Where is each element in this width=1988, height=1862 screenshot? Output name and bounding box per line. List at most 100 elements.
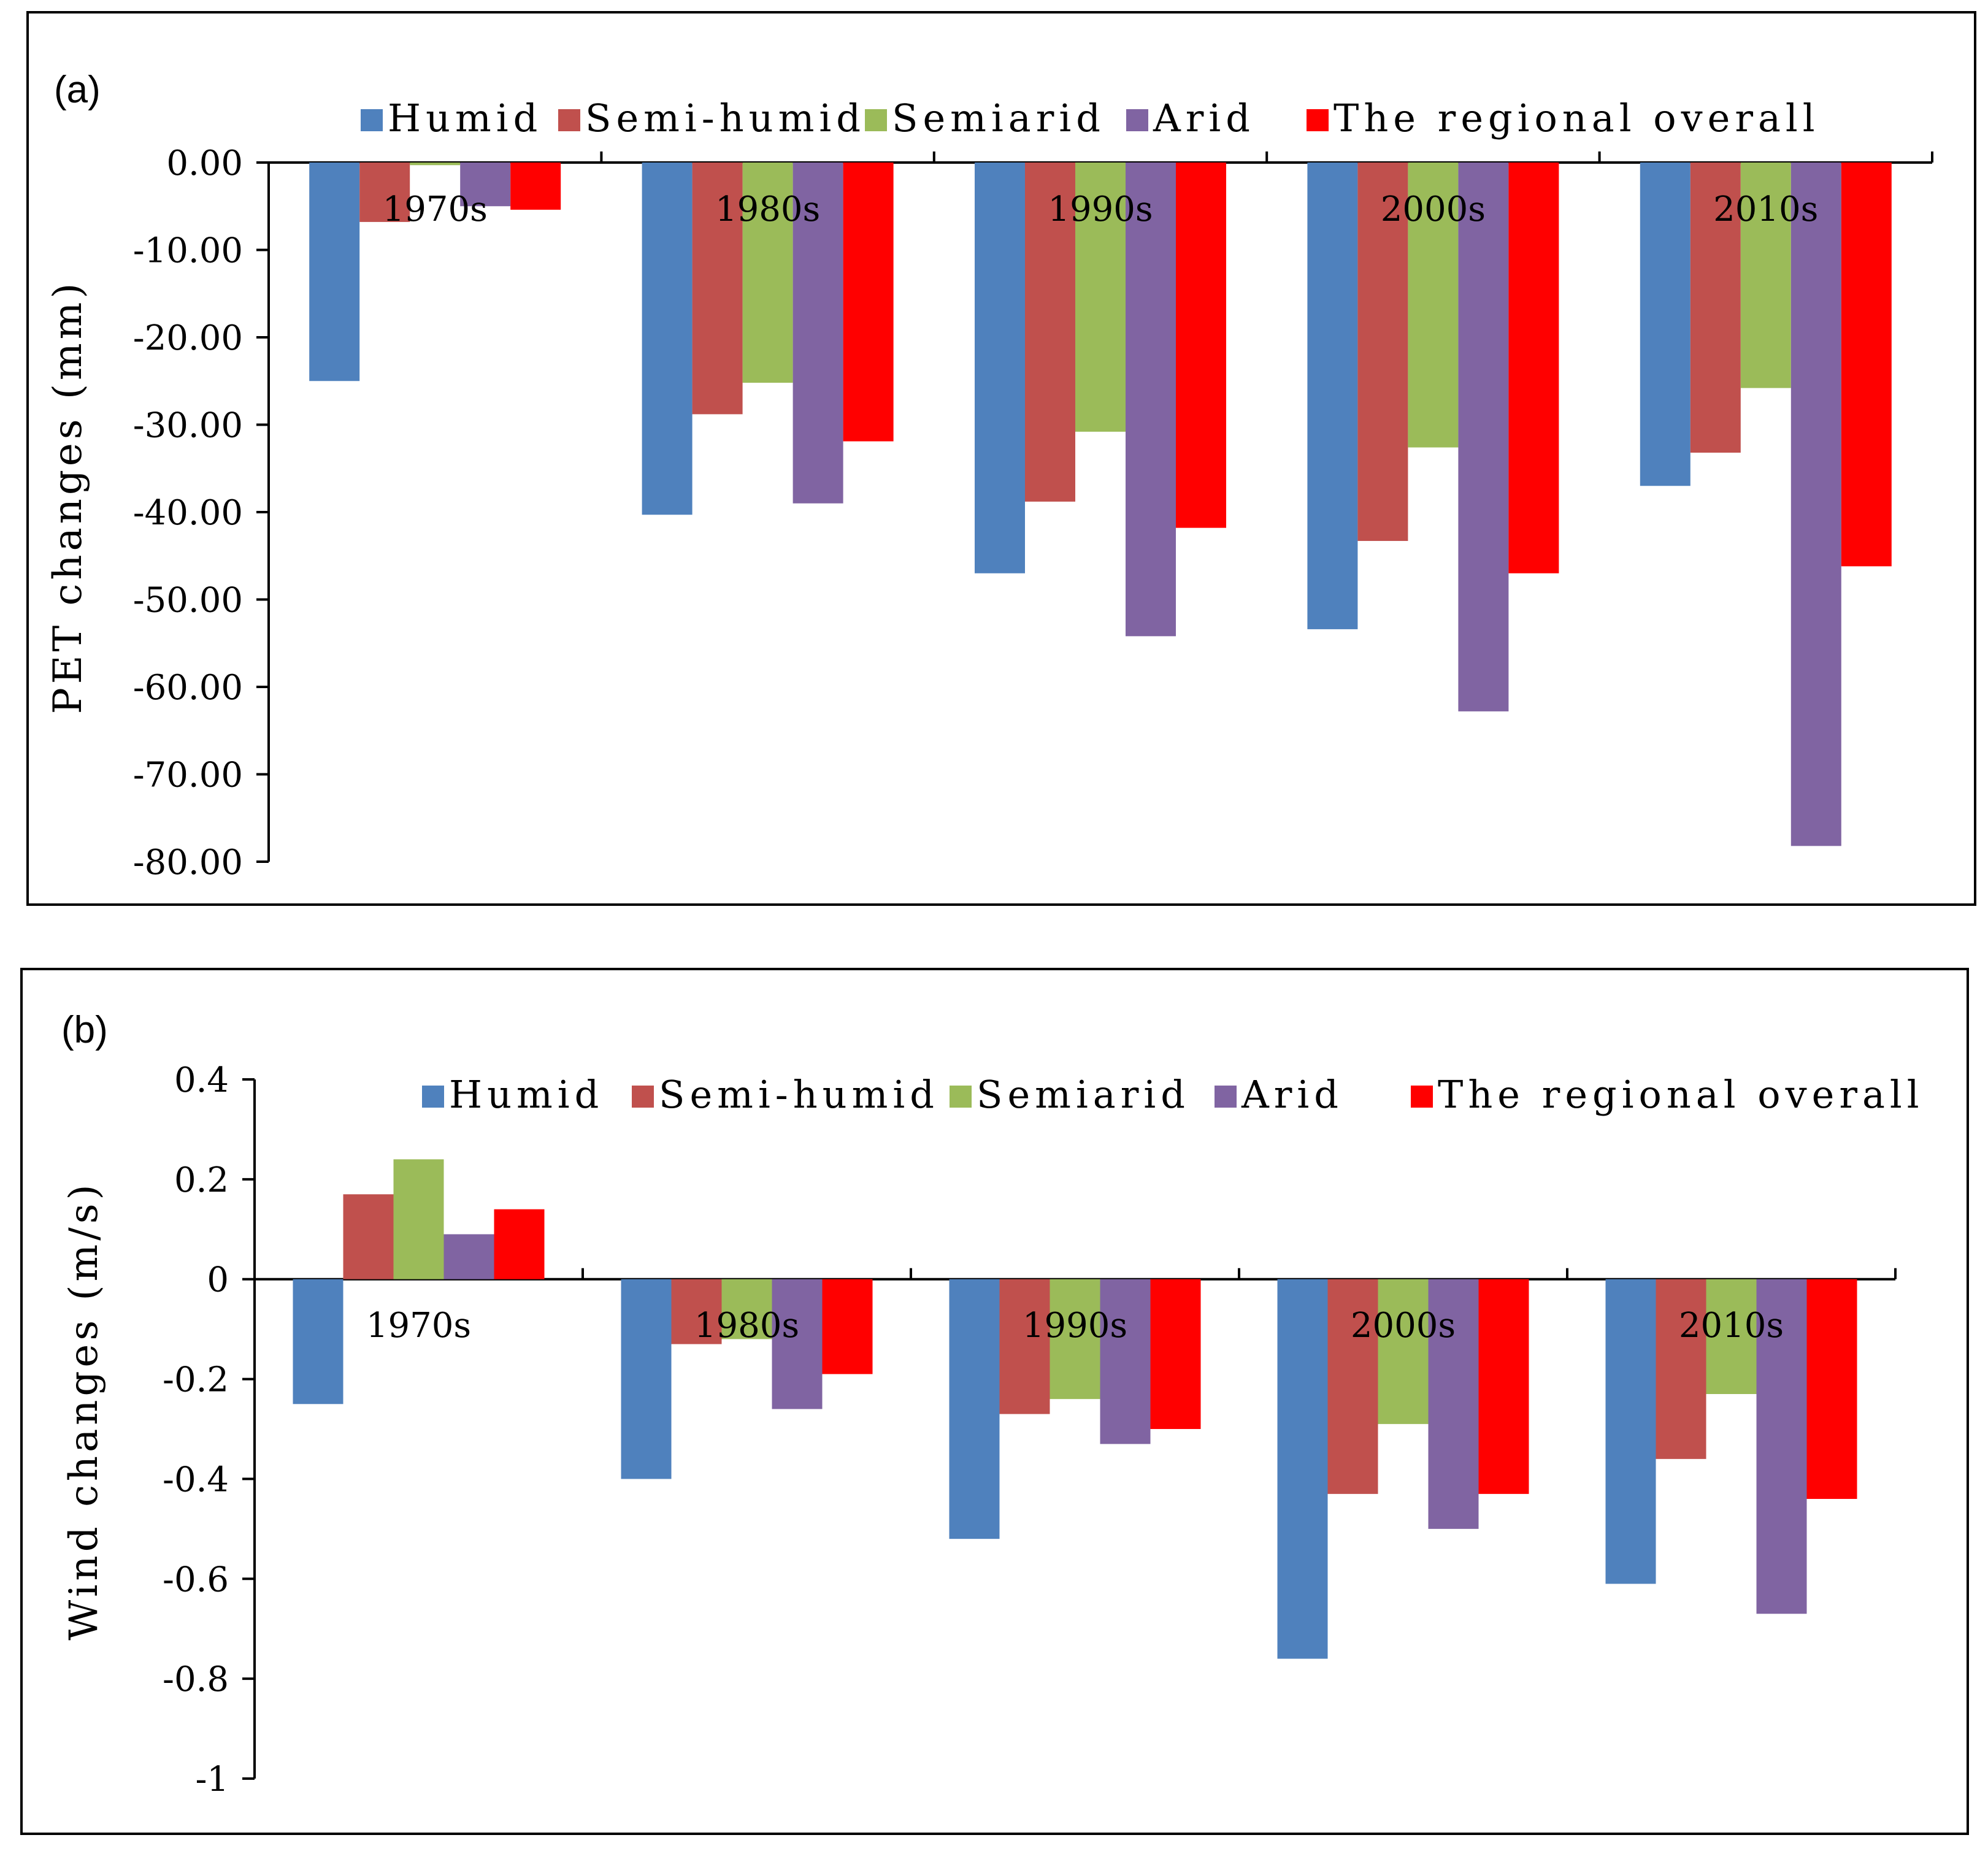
panel-b-y-axis-label: Wind changes (m/s)	[61, 1181, 107, 1640]
panel-a-bars	[309, 163, 1892, 846]
legend-swatch-the-regional-overall	[1411, 1086, 1433, 1108]
bar-the-regional-overall-2010s	[1841, 163, 1892, 567]
bar-semi-humid-2000s	[1357, 163, 1408, 542]
bar-arid-1980s	[793, 163, 843, 504]
bar-arid-2010s	[1756, 1279, 1807, 1614]
y-tick-label: -80.00	[133, 843, 243, 883]
panel-b-y-ticks: 0.4 0.2 0 -0.2 -0.4 -0.6 -0.8 -1	[163, 1060, 255, 1799]
panel-a-label: (a)	[54, 69, 101, 111]
y-tick-label: -30.00	[133, 406, 243, 446]
bar-humid-1990s	[949, 1279, 1000, 1539]
panel-a-pet-changes: (a) Humid Semi-humid Semiarid Arid The regio…	[26, 11, 1976, 906]
legend-label-the-regional-overall: The regional overall	[1438, 1072, 1924, 1117]
y-tick-label: -1	[195, 1760, 229, 1799]
legend-swatch-semiarid	[950, 1086, 972, 1108]
legend-swatch-semi-humid	[632, 1086, 654, 1108]
category-label-1980s: 1980s	[715, 190, 820, 229]
bar-semi-humid-1970s	[343, 1194, 394, 1279]
bar-semiarid-2010s	[1740, 163, 1791, 388]
bar-humid-1990s	[975, 163, 1025, 573]
bar-the-regional-overall-2000s	[1478, 1279, 1529, 1494]
bar-the-regional-overall-1970s	[510, 163, 561, 210]
bar-semiarid-1970s	[393, 1159, 444, 1279]
legend-label-arid: Arid	[1153, 96, 1255, 140]
y-tick-label: -0.4	[163, 1460, 229, 1500]
bar-humid-1980s	[642, 163, 693, 515]
y-tick-label: 0.00	[166, 144, 243, 183]
panel-a-frame	[26, 11, 1976, 906]
y-tick-label: -70.00	[133, 756, 243, 795]
category-label-2000s: 2000s	[1381, 190, 1486, 229]
panel-a-y-axis-label: PET changes (mm)	[45, 280, 91, 715]
bar-humid-1970s	[293, 1279, 343, 1404]
y-tick-label: -0.8	[163, 1660, 229, 1699]
bar-semi-humid-1990s	[999, 1279, 1050, 1414]
y-tick-label: -0.6	[163, 1560, 229, 1600]
panel-b-label: (b)	[61, 1009, 108, 1051]
bar-the-regional-overall-2010s	[1806, 1279, 1857, 1499]
bar-humid-1970s	[309, 163, 360, 381]
bar-semiarid-1980s	[721, 1279, 772, 1339]
y-tick-label: -50.00	[133, 581, 243, 621]
y-tick-label: -60.00	[133, 668, 243, 708]
legend-label-semiarid: Semiarid	[977, 1072, 1190, 1117]
legend-swatch-arid	[1126, 109, 1148, 131]
legend-swatch-arid	[1215, 1086, 1237, 1108]
bar-arid-2000s	[1458, 163, 1509, 711]
category-label-2000s: 2000s	[1351, 1306, 1456, 1346]
bar-semiarid-1980s	[742, 163, 793, 383]
bar-semi-humid-1970s	[359, 163, 410, 222]
bar-semiarid-2000s	[1408, 163, 1459, 448]
bar-arid-1990s	[1126, 163, 1176, 637]
bar-arid-2000s	[1428, 1279, 1479, 1529]
category-label-1970s: 1970s	[383, 190, 488, 229]
y-tick-label: 0.2	[174, 1160, 229, 1200]
y-tick-label: -10.00	[133, 231, 243, 271]
bar-humid-2000s	[1277, 1279, 1328, 1659]
bar-semi-humid-2010s	[1690, 163, 1741, 453]
legend-label-semi-humid: Semi-humid	[585, 96, 865, 140]
bar-humid-2010s	[1640, 163, 1691, 486]
panel-b-bars	[293, 1159, 1857, 1659]
bar-arid-1970s	[443, 1234, 494, 1279]
bar-humid-2010s	[1605, 1279, 1656, 1584]
bar-semiarid-1970s	[410, 163, 461, 166]
category-label-1990s: 1990s	[1023, 1306, 1127, 1346]
panel-b-frame	[20, 968, 1969, 1835]
legend-label-humid: Humid	[388, 96, 542, 140]
bar-humid-1980s	[621, 1279, 672, 1479]
bar-semi-humid-1980s	[671, 1279, 722, 1344]
bar-the-regional-overall-1980s	[822, 1279, 873, 1374]
bar-arid-1990s	[1100, 1279, 1151, 1444]
panel-a-legend: Humid Semi-humid Semiarid Arid The regional …	[361, 96, 1820, 140]
bar-arid-2010s	[1790, 163, 1841, 846]
category-label-1980s: 1980s	[694, 1306, 799, 1346]
y-tick-label: -20.00	[133, 318, 243, 358]
panel-a-category-labels: 1970s 1980s 1990s 2000s 2010s	[383, 190, 1819, 229]
category-label-1970s: 1970s	[366, 1306, 471, 1346]
category-label-1990s: 1990s	[1048, 190, 1153, 229]
panel-b-legend: Humid Semi-humid Semiarid Arid The regional …	[422, 1072, 1924, 1117]
bar-semi-humid-2010s	[1656, 1279, 1706, 1459]
bar-semiarid-2010s	[1706, 1279, 1757, 1394]
panel-b-category-labels: 1970s 1980s 1990s 2000s 2010s	[366, 1306, 1784, 1346]
legend-swatch-semi-humid	[558, 109, 580, 131]
bar-arid-1980s	[772, 1279, 823, 1409]
panel-a-y-ticks: 0.00 -10.00 -20.00 -30.00 -40.00 -50.00 -60.00…	[133, 144, 269, 883]
bar-arid-1970s	[460, 163, 511, 207]
y-tick-label: -40.00	[133, 493, 243, 533]
legend-label-the-regional-overall: The regional overall	[1334, 96, 1820, 140]
bar-semiarid-1990s	[1075, 163, 1126, 432]
bar-semiarid-2000s	[1378, 1279, 1429, 1424]
legend-label-humid: Humid	[449, 1072, 604, 1117]
bar-semi-humid-1980s	[692, 163, 743, 415]
bar-semi-humid-2000s	[1327, 1279, 1378, 1494]
bar-the-regional-overall-1980s	[843, 163, 894, 442]
legend-label-arid: Arid	[1241, 1072, 1343, 1117]
bar-the-regional-overall-1970s	[494, 1209, 545, 1279]
y-tick-label: -0.2	[163, 1360, 229, 1400]
panel-b-wind-changes: (b) Humid Semi-humid Semiarid Arid The regio…	[20, 968, 1969, 1835]
bar-the-regional-overall-1990s	[1150, 1279, 1201, 1429]
bar-the-regional-overall-1990s	[1176, 163, 1226, 528]
